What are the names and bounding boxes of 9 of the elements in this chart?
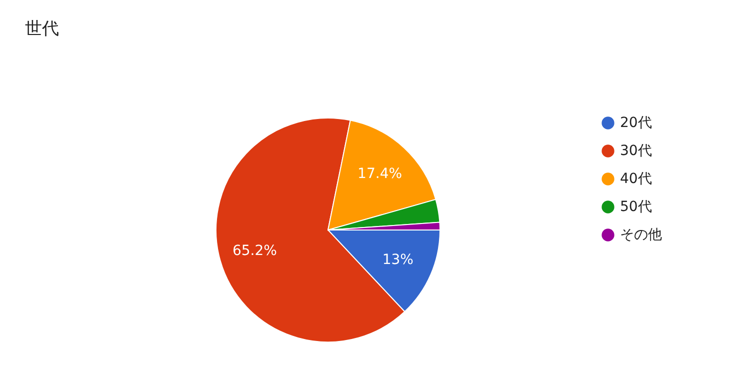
legend-label: 50代 — [620, 199, 652, 215]
legend-label: 20代 — [620, 115, 652, 131]
legend-label: 40代 — [620, 171, 652, 187]
data-label: 13% — [382, 252, 414, 268]
legend-label: その他 — [620, 227, 662, 243]
data-label: 17.4% — [358, 166, 402, 182]
text: 世代 — [25, 19, 59, 39]
legend-label: 30代 — [620, 143, 652, 159]
data-label: 65.2% — [232, 242, 277, 259]
